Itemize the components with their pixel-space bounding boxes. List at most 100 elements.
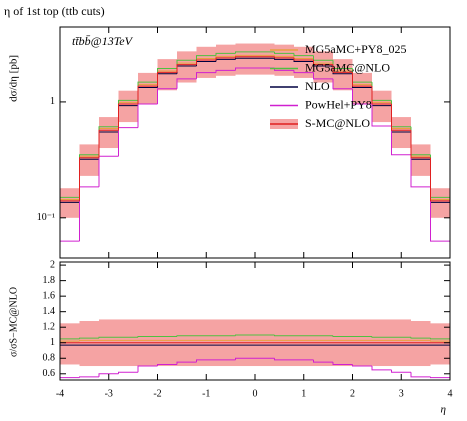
error-band: [313, 51, 333, 83]
histogram-step: [274, 358, 294, 361]
histogram-step: [410, 130, 431, 159]
error-band: [60, 188, 80, 218]
x-tick-label: 4: [448, 388, 453, 399]
histogram-step: [235, 51, 255, 54]
histogram-step: [196, 55, 216, 61]
histogram-step: [235, 334, 255, 336]
ratio-plot: [60, 319, 450, 379]
histogram-step: [235, 54, 255, 57]
x-tick-label: 0: [253, 388, 258, 399]
error-band: [177, 51, 197, 83]
histogram-step: [293, 57, 314, 61]
histogram-step: [410, 154, 431, 188]
histogram-step: [118, 103, 138, 131]
histogram-step: [176, 361, 197, 365]
histogram-step: [332, 362, 353, 365]
main-frame: [59, 26, 451, 259]
error-band: [411, 144, 431, 176]
histogram-step: [118, 127, 138, 157]
error-band: [79, 321, 99, 367]
histogram-step: [157, 71, 177, 87]
legend-label: NLO: [305, 79, 330, 93]
error-band: [430, 188, 450, 218]
histogram-step: [137, 85, 158, 104]
histogram-step: [430, 186, 450, 242]
error-band: [430, 323, 450, 365]
histogram-step: [235, 357, 255, 360]
histogram-step: [196, 59, 216, 65]
histogram-step: [196, 359, 216, 363]
ratio-frame: [59, 261, 451, 381]
histogram-step: [98, 373, 119, 377]
histogram-step: [391, 103, 411, 131]
histogram-step: [235, 67, 255, 71]
error-band: [352, 72, 372, 104]
error-band: [391, 117, 411, 149]
histogram-step: [176, 335, 197, 337]
histogram-step: [176, 78, 197, 89]
error-band: [60, 323, 80, 365]
legend-label: S-MC@NLO: [305, 116, 370, 130]
histogram-step: [332, 335, 353, 338]
legend-label: MG5aMC+PY8_025: [305, 42, 406, 56]
y-tick-label: 0.6: [43, 368, 56, 379]
histogram-step: [352, 72, 372, 87]
histogram-step: [98, 336, 119, 339]
histogram-step: [371, 336, 392, 338]
histogram-step: [332, 64, 353, 73]
chart-title: η of 1st top (ttb cuts): [4, 4, 105, 18]
histogram-step: [352, 88, 372, 105]
histogram-step: [430, 338, 450, 340]
y-tick-label: 1.6: [43, 290, 56, 301]
histogram-step: [176, 64, 197, 73]
y-tick-label: 1.4: [43, 306, 56, 317]
x-tick-label: -1: [202, 388, 210, 399]
error-band: [79, 144, 99, 176]
y-tick-label: 2: [50, 259, 55, 270]
histogram-step: [410, 372, 431, 378]
histogram-step: [410, 337, 431, 339]
error-band: [196, 46, 216, 78]
legend-label: PowHel+PY8: [305, 97, 372, 111]
x-tick-label: 3: [399, 388, 404, 399]
error-band: [118, 90, 138, 123]
error-band: [411, 321, 431, 367]
histogram-step: [157, 363, 177, 367]
error-band: [294, 46, 314, 78]
histogram-step: [313, 72, 333, 80]
histogram-step: [274, 58, 294, 60]
annotation: tt̄bb̄@13TeV: [72, 34, 134, 48]
histogram-step: [430, 340, 450, 342]
histogram-step: [79, 339, 99, 342]
histogram-step: [293, 70, 314, 74]
y-tick-label: 1: [50, 96, 55, 107]
histogram-step: [137, 365, 158, 373]
histogram-step: [118, 371, 138, 374]
histogram-step: [79, 376, 99, 378]
histogram-step: [137, 103, 158, 128]
y-axis-label: dσ/dη [pb]: [8, 55, 20, 102]
histogram-step: [430, 376, 450, 379]
histogram-step: [293, 53, 314, 57]
ratio-axis-label: σ/σS−MC@NLO: [8, 287, 19, 357]
y-tick-label: 10⁻¹: [37, 212, 55, 223]
histogram-step: [332, 78, 353, 90]
histogram-step: [371, 86, 392, 105]
histogram-step: [371, 366, 392, 371]
histogram-step: [430, 157, 450, 202]
error-band: [235, 43, 255, 75]
x-tick-label: -3: [105, 388, 113, 399]
histogram-step: [215, 57, 236, 60]
histogram-step: [235, 56, 255, 58]
y-tick-label: 0.8: [43, 353, 56, 364]
x-tick-label: 1: [301, 388, 306, 399]
error-band: [216, 44, 236, 76]
histogram-step: [215, 69, 236, 73]
x-tick-label: -2: [153, 388, 161, 399]
axes: 10⁻¹ 1 MG5aMC+PY8_025 MG5aMC@NLO NLO PowHel+P…: [37, 27, 453, 399]
histogram-step: [391, 369, 411, 373]
histogram-step: [98, 129, 119, 158]
error-band: [138, 72, 158, 104]
histogram-step: [196, 72, 216, 79]
